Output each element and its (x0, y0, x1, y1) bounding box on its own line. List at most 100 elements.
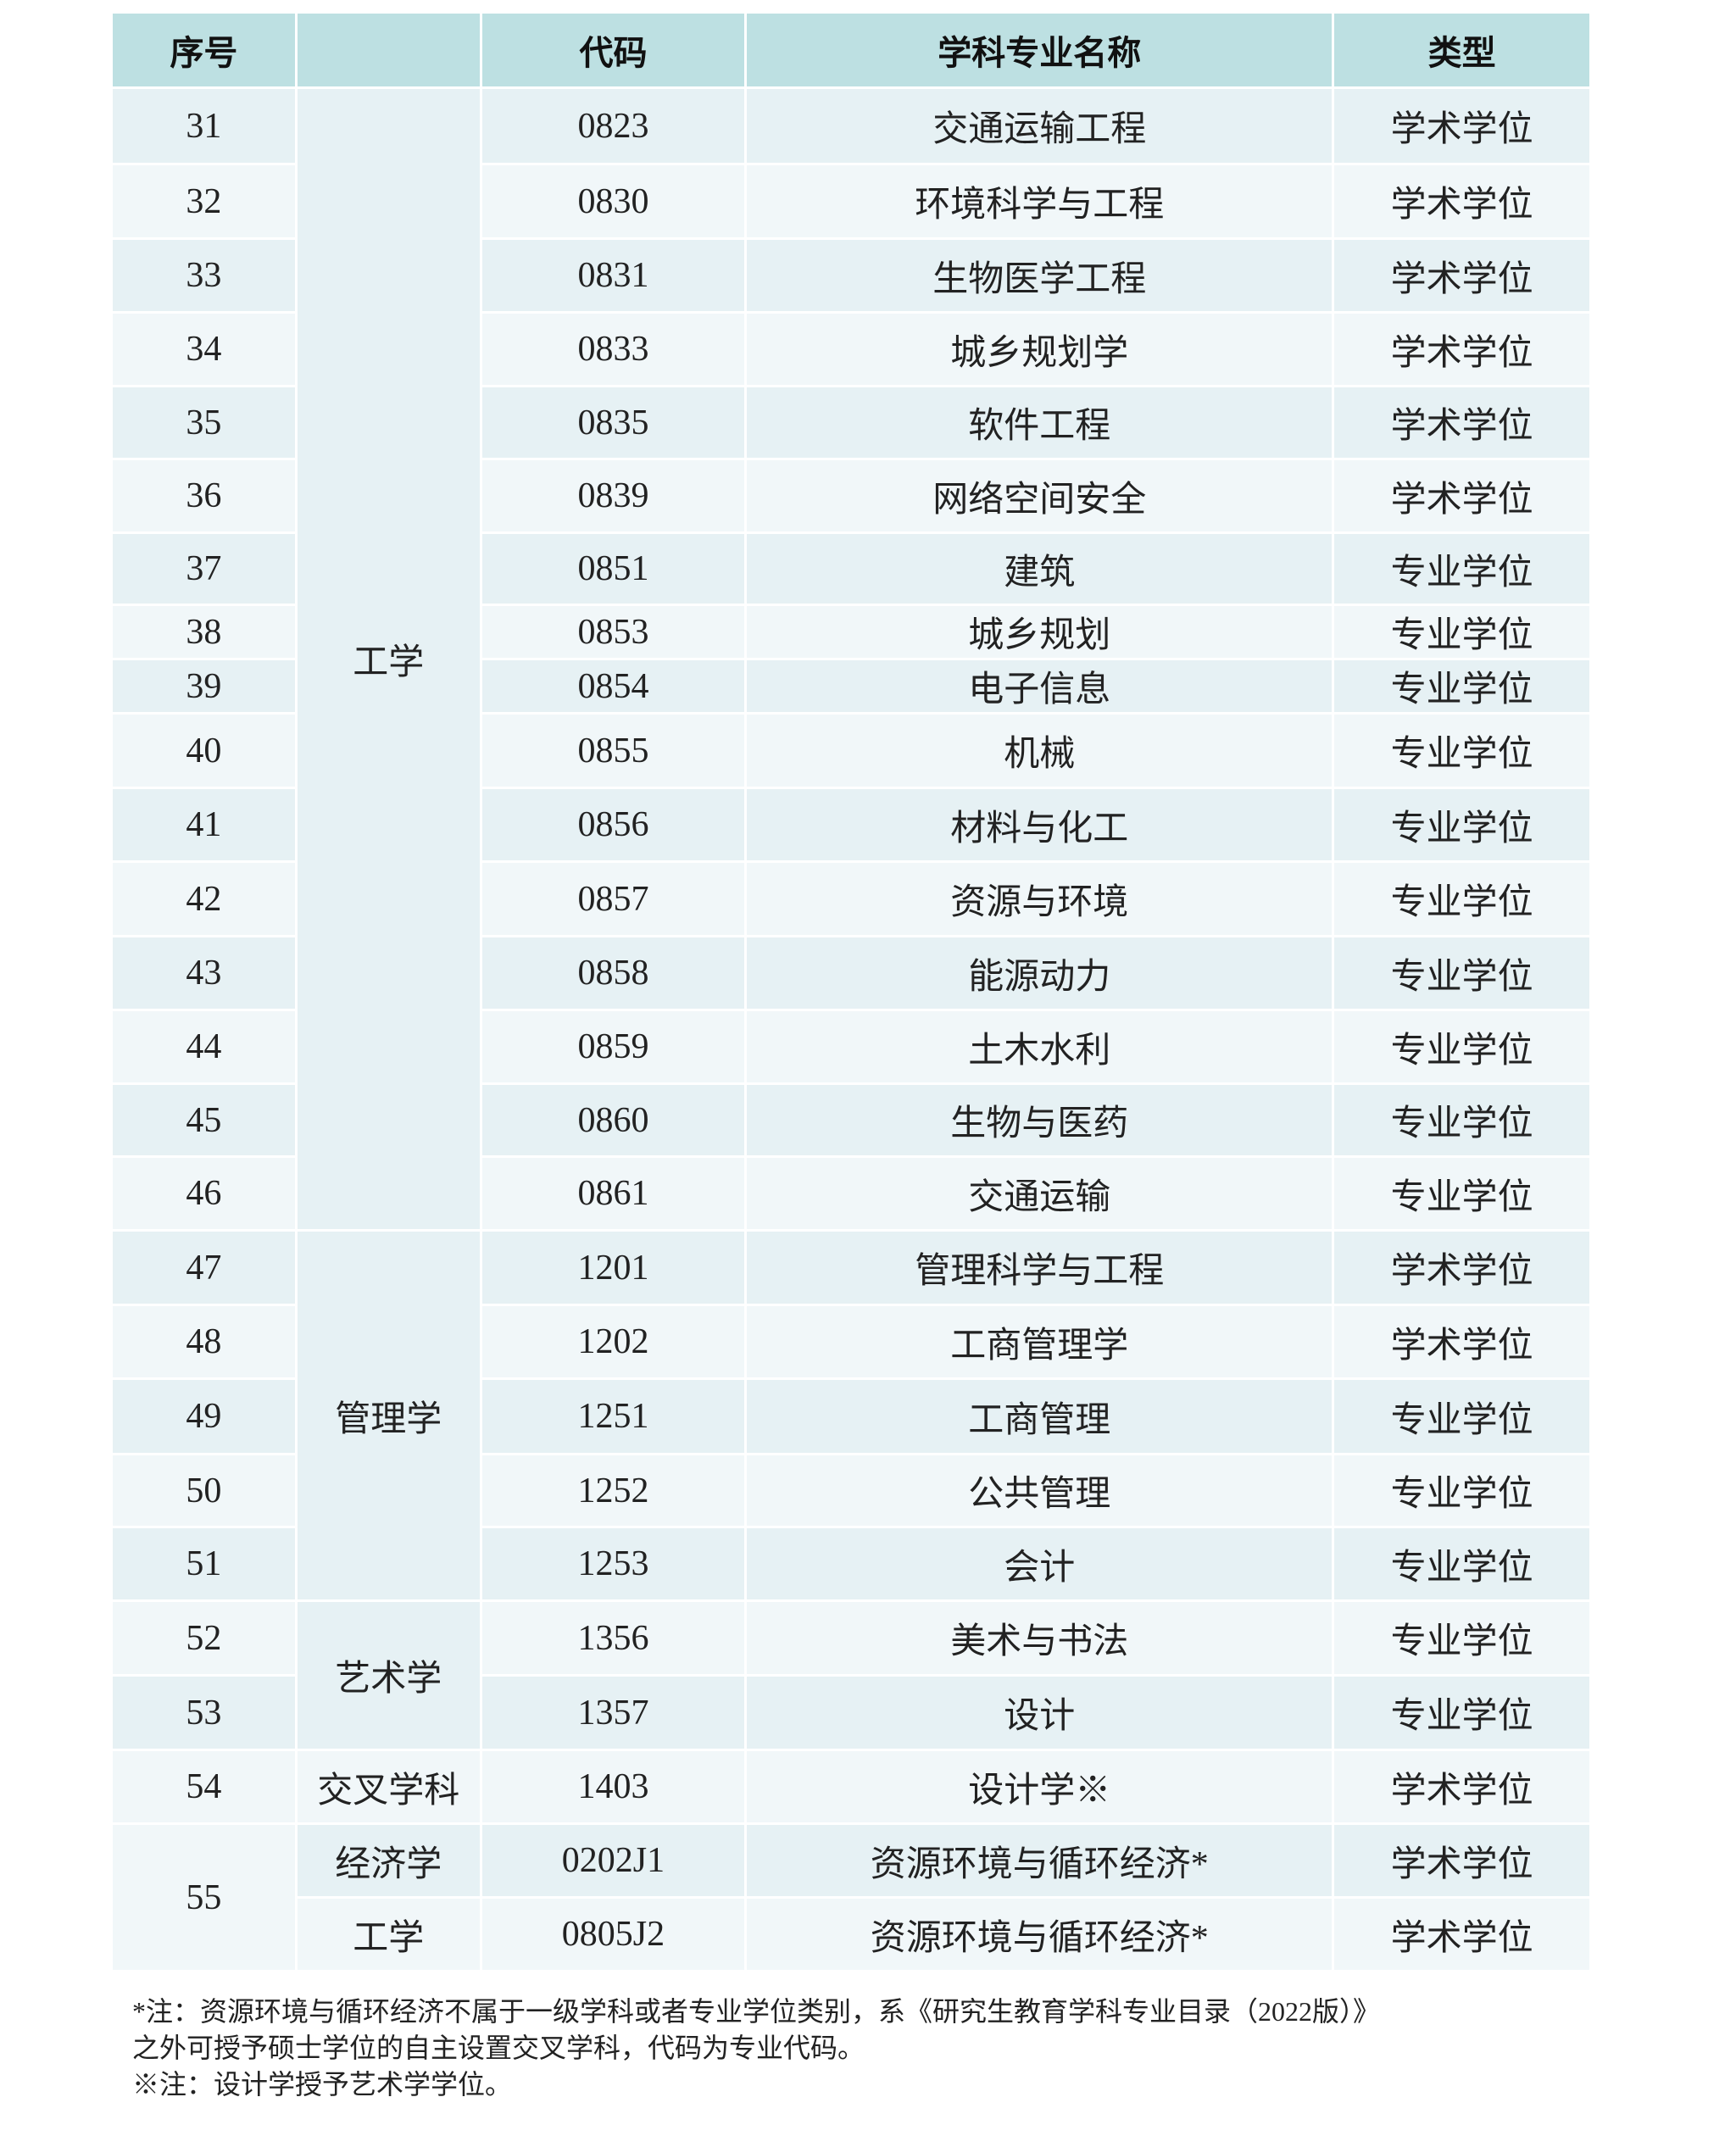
cell-name: 资源环境与循环经济* (747, 1899, 1333, 1970)
cell-name: 交通运输工程 (747, 89, 1333, 163)
cell-type: 学术学位 (1334, 89, 1589, 163)
table-row: 43 0858 能源动力 专业学位 (113, 937, 1589, 1009)
table-row: 32 0830 环境科学与工程 学术学位 (113, 165, 1589, 237)
cell-code: 0833 (481, 314, 745, 385)
cell-name: 软件工程 (747, 387, 1333, 458)
table-row: 45 0860 生物与医药 专业学位 (113, 1085, 1589, 1155)
cell-name: 资源环境与循环经济* (747, 1825, 1333, 1896)
cell-code: 0839 (481, 460, 745, 531)
cell-name: 电子信息 (747, 660, 1333, 712)
table-row: 51 1253 会计 专业学位 (113, 1528, 1589, 1599)
cell-type: 学术学位 (1334, 1825, 1589, 1896)
header-code: 代码 (481, 14, 745, 86)
cell-name: 资源与环境 (747, 863, 1333, 935)
cell-name: 网络空间安全 (747, 460, 1333, 531)
cell-type: 学术学位 (1334, 314, 1589, 385)
footnote: 之外可授予硕士学位的自主设置交叉学科，代码为专业代码。 (132, 2033, 865, 2063)
cell-name: 生物与医药 (747, 1085, 1333, 1155)
cell-code: 0805J2 (481, 1899, 745, 1970)
table-row: 35 0835 软件工程 学术学位 (113, 387, 1589, 458)
table-row: 53 1357 设计 专业学位 (113, 1677, 1589, 1749)
cell-code: 0855 (481, 715, 745, 787)
cell-seq: 54 (113, 1751, 295, 1822)
cell-seq: 44 (113, 1011, 295, 1082)
cell-seq: 33 (113, 240, 295, 311)
cell-seq: 36 (113, 460, 295, 531)
table-row: 52 艺术学 1356 美术与书法 专业学位 (113, 1602, 1589, 1749)
cell-category: 交叉学科 (297, 1751, 480, 1822)
cell-code: 1403 (481, 1751, 745, 1822)
header-type: 类型 (1334, 14, 1589, 86)
table-row: 36 0839 网络空间安全 学术学位 (113, 460, 1589, 531)
footnote: ※注：设计学授予艺术学学位。 (132, 2069, 513, 2100)
cell-code: 0831 (481, 240, 745, 311)
table-row: 46 0861 交通运输 专业学位 (113, 1158, 1589, 1229)
cell-seq: 34 (113, 314, 295, 385)
cell-category: 经济学 (297, 1825, 480, 1896)
cell-code: 0861 (481, 1158, 745, 1229)
cell-type: 学术学位 (1334, 460, 1589, 531)
cell-type: 专业学位 (1334, 1528, 1589, 1599)
cell-name: 设计 (747, 1677, 1333, 1749)
cell-code: 0202J1 (481, 1825, 745, 1896)
cell-seq: 38 (113, 606, 295, 658)
table-row: 42 0857 资源与环境 专业学位 (113, 863, 1589, 935)
cell-type: 学术学位 (1334, 1899, 1589, 1970)
cell-type: 专业学位 (1334, 1011, 1589, 1082)
cell-name: 建筑 (747, 534, 1333, 604)
cell-seq: 47 (113, 1232, 295, 1304)
cell-type: 学术学位 (1334, 240, 1589, 311)
cell-name: 能源动力 (747, 937, 1333, 1009)
cell-category: 工学 (297, 89, 480, 1229)
table-row: 47 管理学 1201 管理科学与工程 学术学位 (113, 1232, 1589, 1599)
cell-name: 机械 (747, 715, 1333, 787)
cell-type: 专业学位 (1334, 715, 1589, 787)
cell-seq: 51 (113, 1528, 295, 1599)
cell-code: 0830 (481, 165, 745, 237)
cell-type: 专业学位 (1334, 1455, 1589, 1526)
cell-seq: 48 (113, 1306, 295, 1377)
cell-name: 美术与书法 (747, 1602, 1333, 1674)
table-row: 40 0855 机械 专业学位 (113, 715, 1589, 787)
cell-seq: 45 (113, 1085, 295, 1155)
cell-seq: 53 (113, 1677, 295, 1749)
cell-name: 城乡规划学 (747, 314, 1333, 385)
cell-name: 管理科学与工程 (747, 1232, 1333, 1304)
cell-name: 工商管理 (747, 1380, 1333, 1453)
header-name: 学科专业名称 (747, 14, 1333, 86)
cell-type: 学术学位 (1334, 1232, 1589, 1304)
table-row: 38 0853 城乡规划 专业学位 (113, 606, 1589, 658)
cell-type: 学术学位 (1334, 165, 1589, 237)
table-row: 49 1251 工商管理 专业学位 (113, 1380, 1589, 1453)
cell-seq: 41 (113, 789, 295, 860)
cell-name: 材料与化工 (747, 789, 1333, 860)
cell-code: 1252 (481, 1455, 745, 1526)
cell-code: 0860 (481, 1085, 745, 1155)
cell-code: 1202 (481, 1306, 745, 1377)
cell-name: 环境科学与工程 (747, 165, 1333, 237)
cell-type: 学术学位 (1334, 1306, 1589, 1377)
cell-seq: 55 (113, 1825, 295, 1970)
cell-type: 专业学位 (1334, 789, 1589, 860)
cell-type: 专业学位 (1334, 1602, 1589, 1674)
discipline-table: 序号 代码 学科专业名称 类型 31 工学 0823 交通运输工程 学术学位 32 0830… (110, 11, 1592, 1972)
cell-type: 专业学位 (1334, 1085, 1589, 1155)
table-row: 37 0851 建筑 专业学位 (113, 534, 1589, 604)
cell-seq: 52 (113, 1602, 295, 1674)
footnote: *注：资源环境与循环经济不属于一级学科或者专业学位类别，系《研究生教育学科专业目… (132, 1996, 1381, 2027)
cell-seq: 46 (113, 1158, 295, 1229)
cell-code: 0835 (481, 387, 745, 458)
cell-code: 1357 (481, 1677, 745, 1749)
cell-code: 0859 (481, 1011, 745, 1082)
cell-seq: 42 (113, 863, 295, 935)
table-row: 48 1202 工商管理学 学术学位 (113, 1306, 1589, 1377)
cell-seq: 37 (113, 534, 295, 604)
cell-name: 生物医学工程 (747, 240, 1333, 311)
cell-category: 管理学 (297, 1232, 480, 1599)
table-header-row: 序号 代码 学科专业名称 类型 (113, 14, 1589, 86)
table-row: 39 0854 电子信息 专业学位 (113, 660, 1589, 712)
cell-code: 0853 (481, 606, 745, 658)
cell-seq: 35 (113, 387, 295, 458)
table-row: 54 交叉学科 1403 设计学※ 学术学位 (113, 1751, 1589, 1822)
cell-seq: 32 (113, 165, 295, 237)
